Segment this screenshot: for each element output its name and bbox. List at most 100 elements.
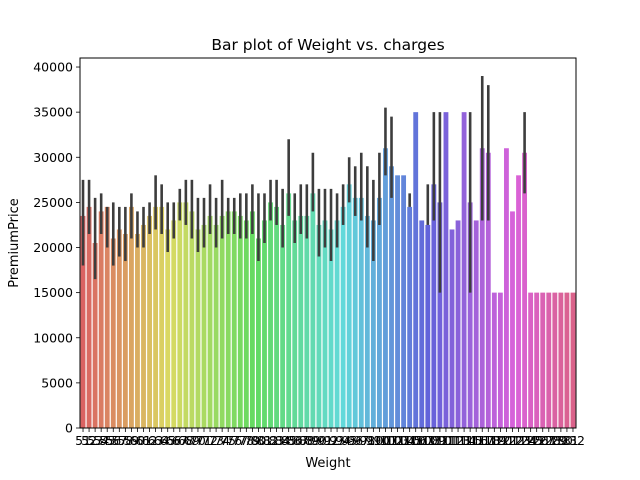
x-tick-label: 53 bbox=[87, 433, 103, 448]
bar bbox=[129, 206, 134, 428]
x-tick-label: 81 bbox=[257, 433, 273, 448]
x-tick-label: 132 bbox=[561, 433, 585, 448]
bar bbox=[431, 184, 437, 428]
x-tick-label: 68 bbox=[178, 433, 194, 448]
x-tick-label: 85 bbox=[281, 433, 297, 448]
bar bbox=[437, 202, 443, 428]
x-tick-label: 122 bbox=[501, 433, 525, 448]
x-tick-label: 57 bbox=[111, 433, 127, 448]
bar bbox=[528, 292, 534, 428]
bar bbox=[449, 229, 455, 428]
bar bbox=[377, 197, 382, 428]
x-tick-label: 94 bbox=[335, 433, 351, 448]
bar bbox=[552, 292, 558, 428]
x-tick-label: 88 bbox=[299, 433, 315, 448]
bar bbox=[401, 175, 407, 428]
x-tick-label: 120 bbox=[488, 433, 512, 448]
x-tick-label: 112 bbox=[440, 433, 464, 448]
bar bbox=[364, 215, 370, 428]
bar bbox=[122, 233, 128, 428]
x-tick-label: 111 bbox=[434, 433, 458, 448]
x-tick-label: 55 bbox=[99, 433, 115, 448]
x-tick-label: 80 bbox=[250, 433, 266, 448]
bar bbox=[473, 220, 479, 428]
bar bbox=[516, 175, 521, 428]
bar bbox=[189, 211, 195, 428]
bar bbox=[195, 229, 201, 428]
bar bbox=[340, 206, 346, 428]
bar bbox=[570, 292, 576, 428]
bar bbox=[370, 220, 376, 428]
bar bbox=[558, 292, 564, 428]
bar bbox=[98, 211, 104, 428]
bar bbox=[479, 148, 485, 429]
x-tick-label: 125 bbox=[519, 433, 543, 448]
bar bbox=[159, 206, 165, 428]
bar bbox=[171, 220, 177, 428]
x-tick-label: 91 bbox=[317, 433, 333, 448]
bar bbox=[298, 215, 304, 428]
x-tick-label: 105 bbox=[398, 433, 422, 448]
x-tick-label: 89 bbox=[305, 433, 321, 448]
x-tick-label: 58 bbox=[117, 433, 133, 448]
x-tick-label: 86 bbox=[287, 433, 303, 448]
y-tick-label: 20000 bbox=[33, 240, 73, 255]
x-tick-label: 77 bbox=[232, 433, 248, 448]
x-axis: 5152535455565758596061626364656667686970… bbox=[75, 428, 585, 448]
x-tick-label: 114 bbox=[452, 433, 476, 448]
bar bbox=[522, 152, 528, 428]
y-tick-label: 10000 bbox=[33, 330, 73, 345]
x-tick-label: 72 bbox=[202, 433, 218, 448]
x-tick-label: 97 bbox=[353, 433, 369, 448]
error-bars-layer bbox=[81, 76, 526, 293]
y-tick-label: 25000 bbox=[33, 195, 73, 210]
bar bbox=[510, 211, 515, 428]
bar bbox=[237, 215, 243, 428]
bar bbox=[280, 224, 286, 428]
x-tick-label: 121 bbox=[495, 433, 519, 448]
bar bbox=[564, 292, 570, 428]
bar bbox=[225, 211, 231, 428]
bar bbox=[334, 220, 340, 428]
y-tick-label: 35000 bbox=[33, 105, 73, 120]
x-tick-label: 113 bbox=[446, 433, 470, 448]
bar bbox=[292, 220, 298, 428]
x-tick-label: 93 bbox=[329, 433, 345, 448]
bar bbox=[467, 202, 473, 428]
x-tick-label: 126 bbox=[525, 433, 549, 448]
bar bbox=[419, 220, 425, 428]
bar bbox=[141, 224, 146, 428]
x-tick-label: 56 bbox=[105, 433, 121, 448]
x-tick-label: 66 bbox=[166, 433, 182, 448]
x-tick-label: 75 bbox=[220, 433, 236, 448]
bar bbox=[304, 215, 310, 428]
bar bbox=[316, 224, 322, 428]
bar bbox=[389, 166, 394, 429]
x-tick-label: 65 bbox=[160, 433, 176, 448]
bar bbox=[183, 202, 189, 428]
x-tick-label: 115 bbox=[458, 433, 482, 448]
bar bbox=[213, 224, 219, 428]
bar bbox=[153, 206, 159, 428]
plot-frame bbox=[79, 57, 577, 429]
bar bbox=[177, 202, 183, 428]
bar bbox=[286, 193, 292, 428]
bar bbox=[243, 220, 249, 428]
x-tick-label: 61 bbox=[136, 433, 152, 448]
x-tick-label: 84 bbox=[275, 433, 291, 448]
y-axis-title: PremiumPrice bbox=[7, 198, 22, 288]
x-tick-label: 102 bbox=[380, 433, 404, 448]
x-tick-label: 119 bbox=[482, 433, 506, 448]
x-tick-label: 99 bbox=[365, 433, 381, 448]
bar bbox=[407, 206, 413, 428]
x-tick-label: 128 bbox=[537, 433, 561, 448]
x-tick-label: 116 bbox=[464, 433, 488, 448]
bar bbox=[268, 202, 273, 428]
bar bbox=[80, 215, 86, 428]
x-tick-label: 129 bbox=[543, 433, 567, 448]
bar bbox=[383, 148, 388, 429]
y-tick-label: 30000 bbox=[33, 150, 73, 165]
x-tick-label: 51 bbox=[75, 433, 91, 448]
y-tick-label: 0 bbox=[65, 421, 73, 436]
